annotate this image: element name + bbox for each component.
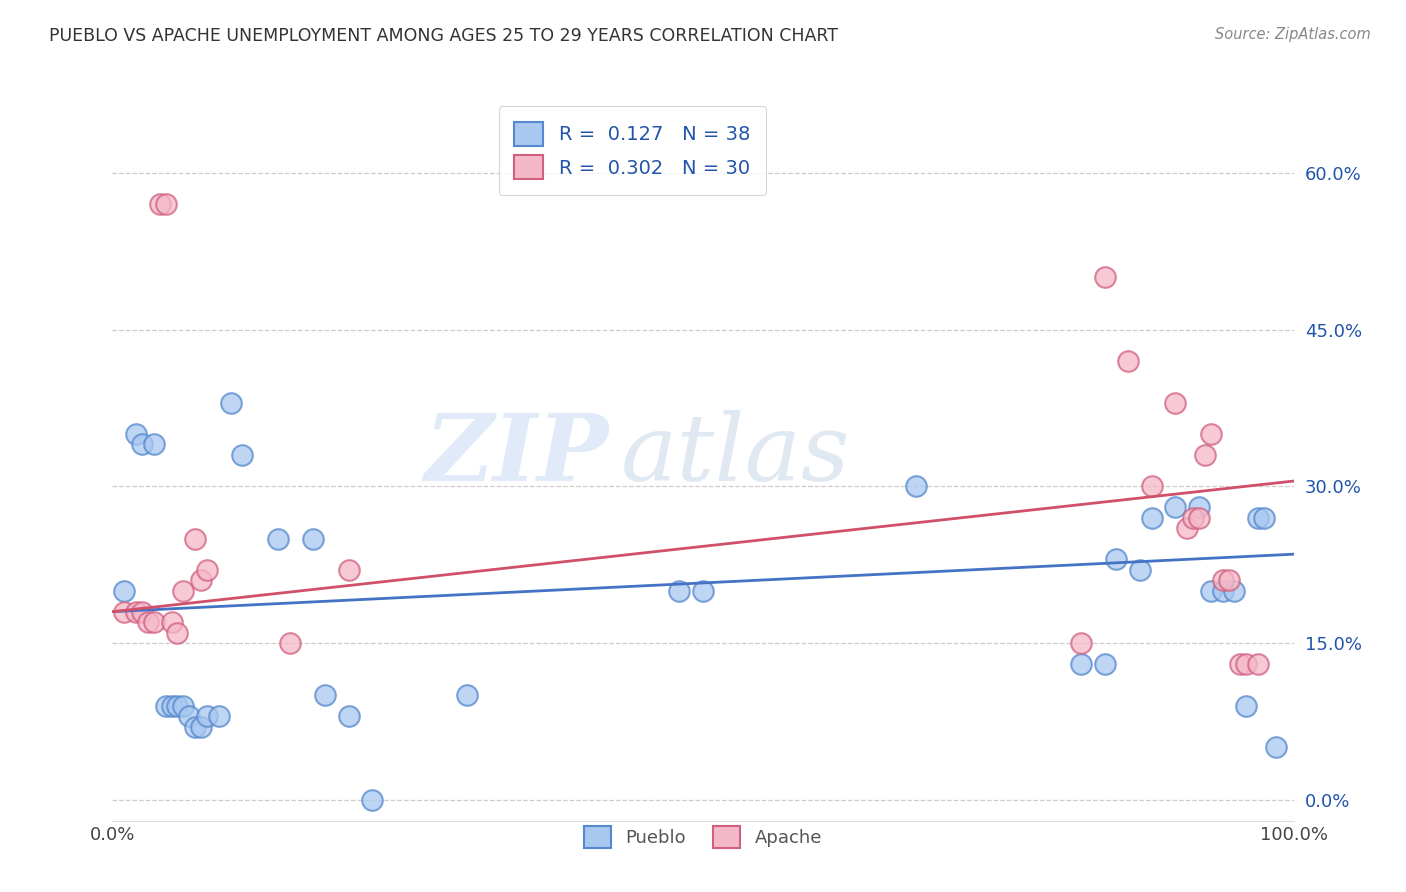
Point <box>131 437 153 451</box>
Point <box>208 709 231 723</box>
Point <box>1212 583 1234 598</box>
Point <box>112 583 135 598</box>
Point <box>172 583 194 598</box>
Point <box>267 532 290 546</box>
Point <box>1105 552 1128 566</box>
Point <box>1182 510 1205 524</box>
Text: atlas: atlas <box>620 410 849 500</box>
Point <box>160 698 183 713</box>
Point <box>668 583 690 598</box>
Point <box>1140 479 1163 493</box>
Point <box>337 709 360 723</box>
Point <box>1212 574 1234 588</box>
Point <box>1218 574 1240 588</box>
Point <box>125 427 148 442</box>
Point <box>1247 510 1270 524</box>
Point <box>231 448 253 462</box>
Legend: Pueblo, Apache: Pueblo, Apache <box>576 819 830 855</box>
Point <box>195 709 218 723</box>
Point <box>184 532 207 546</box>
Point <box>1140 510 1163 524</box>
Point <box>361 793 384 807</box>
Point <box>1247 657 1270 671</box>
Point <box>142 437 165 451</box>
Text: Source: ZipAtlas.com: Source: ZipAtlas.com <box>1215 27 1371 42</box>
Point <box>1188 510 1211 524</box>
Point <box>278 636 301 650</box>
Point <box>136 615 159 629</box>
Point <box>1094 270 1116 285</box>
Point <box>195 563 218 577</box>
Point <box>155 698 177 713</box>
Point <box>149 197 172 211</box>
Point <box>142 615 165 629</box>
Point <box>219 395 242 409</box>
Point <box>179 709 201 723</box>
Point <box>1234 698 1257 713</box>
Point <box>302 532 325 546</box>
Point <box>1094 657 1116 671</box>
Point <box>1129 563 1152 577</box>
Point <box>1194 448 1216 462</box>
Point <box>1070 657 1092 671</box>
Point <box>1264 740 1286 755</box>
Point <box>1164 500 1187 515</box>
Point <box>904 479 927 493</box>
Point <box>166 625 188 640</box>
Point <box>131 605 153 619</box>
Text: PUEBLO VS APACHE UNEMPLOYMENT AMONG AGES 25 TO 29 YEARS CORRELATION CHART: PUEBLO VS APACHE UNEMPLOYMENT AMONG AGES… <box>49 27 838 45</box>
Point <box>190 720 212 734</box>
Point <box>1234 657 1257 671</box>
Point <box>1116 354 1139 368</box>
Point <box>1223 583 1246 598</box>
Point <box>125 605 148 619</box>
Point <box>166 698 188 713</box>
Point <box>1175 521 1198 535</box>
Point <box>337 563 360 577</box>
Point <box>155 197 177 211</box>
Point <box>692 583 714 598</box>
Point <box>160 615 183 629</box>
Point <box>1199 427 1222 442</box>
Point <box>314 688 336 702</box>
Text: ZIP: ZIP <box>425 410 609 500</box>
Point <box>112 605 135 619</box>
Point <box>172 698 194 713</box>
Point <box>1070 636 1092 650</box>
Point <box>1253 510 1275 524</box>
Point <box>456 688 478 702</box>
Point <box>184 720 207 734</box>
Point <box>1188 500 1211 515</box>
Point <box>1229 657 1251 671</box>
Point <box>1199 583 1222 598</box>
Point <box>190 574 212 588</box>
Point <box>1164 395 1187 409</box>
